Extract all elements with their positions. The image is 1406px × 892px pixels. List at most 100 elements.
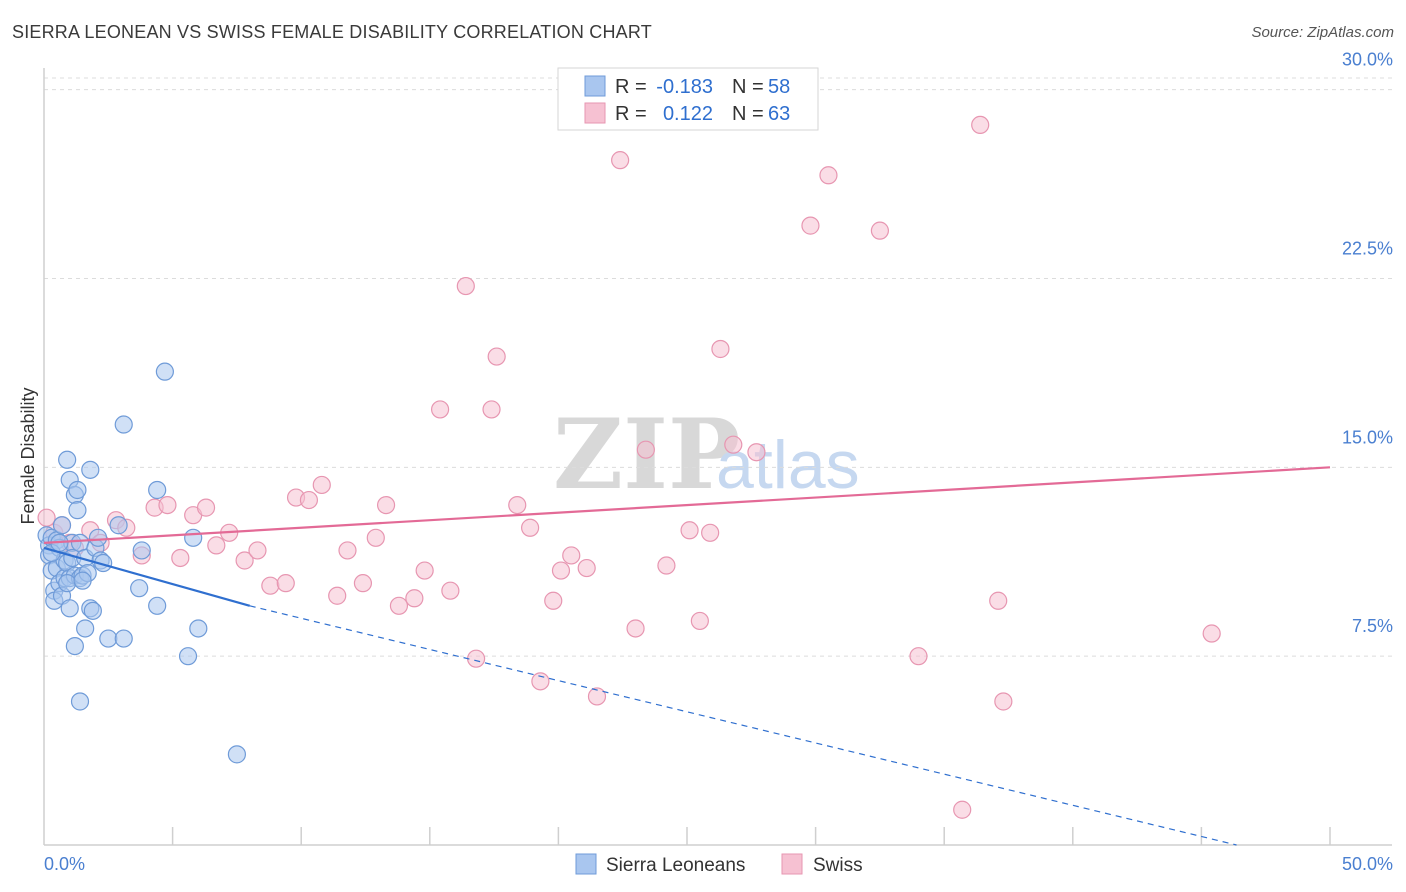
swiss-point-45 (587, 687, 607, 706)
sierra-leonean-point-29 (70, 692, 90, 711)
swiss-point-41 (544, 591, 563, 610)
swiss-point-64 (1202, 624, 1221, 643)
legend-n-label-blue: N = (732, 76, 764, 98)
swiss-point-32 (430, 400, 450, 419)
sierra-leonean-point-45 (132, 541, 151, 560)
swiss-point-47 (626, 619, 645, 638)
swiss-point-57 (819, 166, 838, 185)
swiss-point-28 (376, 495, 396, 515)
swiss-point-48 (636, 440, 655, 459)
sierra-leonean-point-27 (70, 533, 90, 552)
chart-title: SIERRA LEONEAN VS SWISS FEMALE DISABILIT… (12, 22, 652, 42)
y-tick-label-1: 15.0% (1342, 427, 1393, 447)
bottom-legend-swatch-pink (781, 853, 803, 875)
sierra-leonean-point-15 (58, 450, 77, 469)
swiss-point-29 (389, 596, 409, 615)
series-sierra-leoneans-points (37, 362, 246, 764)
sierra-leonean-point-48 (155, 362, 174, 381)
sierra-leonean-point-55 (58, 574, 77, 593)
swiss-point-39 (521, 518, 540, 537)
swiss-point-61 (971, 115, 990, 135)
sierra-leonean-point-46 (148, 480, 167, 500)
y-tick-label-3: 30.0% (1342, 50, 1393, 70)
swiss-point-23 (312, 475, 331, 495)
swiss-point-52 (701, 523, 720, 542)
legend-swatch-pink (584, 102, 606, 124)
swiss-point-37 (487, 347, 506, 366)
swiss-point-24 (328, 586, 347, 605)
sierra-leonean-point-56 (73, 571, 92, 590)
swiss-trend-line (43, 466, 1331, 544)
swiss-point-56 (801, 216, 820, 235)
bottom-legend-label-pink: Swiss (813, 855, 863, 876)
swiss-point-46 (611, 151, 630, 170)
sierra-leonean-point-41 (109, 516, 128, 535)
swiss-point-53 (711, 339, 730, 359)
swiss-point-43 (562, 546, 581, 565)
x-tick-label-max: 50.0% (1342, 854, 1393, 874)
swiss-point-44 (577, 558, 596, 578)
swiss-point-35 (466, 649, 486, 668)
sierra-leonean-point-24 (65, 636, 84, 656)
sierra-leonean-point-40 (99, 629, 118, 648)
swiss-point-17 (235, 551, 254, 570)
swiss-point-14 (196, 498, 216, 517)
series-legend: Sierra Leoneans Swiss (575, 853, 863, 876)
swiss-point-60 (953, 800, 972, 819)
sierra-leonean-point-42 (114, 415, 133, 434)
swiss-point-51 (690, 611, 709, 631)
swiss-point-58 (870, 221, 890, 240)
bottom-legend-label-blue: Sierra Leoneans (606, 855, 745, 876)
source-label: Source: ZipAtlas.com (1251, 24, 1394, 41)
swiss-point-11 (158, 495, 177, 515)
swiss-point-18 (248, 541, 267, 560)
legend-r-label-pink: R = (615, 103, 647, 125)
sierra-leonean-point-38 (88, 528, 108, 547)
legend-r-label-blue: R = (615, 76, 647, 98)
swiss-point-0 (37, 508, 56, 527)
sierra-leonean-point-36 (83, 601, 102, 620)
swiss-point-30 (405, 589, 424, 608)
swiss-point-36 (482, 400, 501, 419)
y-axis-labels: 7.5% 15.0% 22.5% 30.0% (1342, 50, 1393, 637)
legend-swatch-blue (584, 75, 606, 97)
bottom-legend-swatch-blue (575, 853, 597, 875)
sierra-leonean-point-50 (184, 528, 203, 547)
swiss-point-42 (551, 561, 571, 580)
y-tick-label-0: 7.5% (1352, 616, 1393, 636)
swiss-point-12 (171, 548, 190, 568)
swiss-point-54 (724, 435, 743, 454)
sierra-leonean-point-43 (114, 629, 133, 648)
swiss-point-22 (299, 490, 319, 510)
swiss-point-38 (508, 495, 527, 515)
swiss-point-27 (366, 528, 385, 547)
sierra-leonean-point-44 (130, 579, 149, 598)
sierra-leonean-point-32 (76, 619, 95, 638)
x-tick-label-min: 0.0% (44, 854, 85, 874)
legend-r-value-blue: -0.183 (656, 76, 713, 98)
sierra-leonean-point-47 (148, 596, 167, 615)
swiss-point-59 (909, 647, 928, 666)
legend-r-value-pink: 0.122 (663, 103, 713, 125)
swiss-point-62 (989, 591, 1008, 610)
legend-n-value-pink: 63 (768, 103, 790, 125)
trend-lines (43, 466, 1331, 846)
x-axis-ticks (171, 827, 1331, 845)
swiss-point-20 (276, 574, 295, 593)
y-tick-label-2: 22.5% (1342, 238, 1393, 258)
y-axis-title: Female Disability (18, 387, 38, 524)
legend-n-label-pink: N = (732, 103, 764, 125)
swiss-point-26 (353, 574, 373, 593)
swiss-point-49 (657, 556, 676, 575)
sierra-leonean-point-34 (81, 460, 100, 479)
correlation-legend: R = -0.183 N = 58 R = 0.122 N = 63 (557, 67, 819, 131)
swiss-point-33 (441, 581, 460, 600)
swiss-point-50 (680, 521, 699, 540)
sierra-leonean-point-19 (60, 599, 79, 618)
sierra-leonean-trend-line (43, 546, 251, 607)
sierra-leonean-point-49 (178, 647, 198, 666)
sierra-leonean-point-25 (68, 480, 87, 500)
sierra-leonean-point-26 (68, 501, 87, 520)
swiss-point-63 (994, 692, 1013, 711)
